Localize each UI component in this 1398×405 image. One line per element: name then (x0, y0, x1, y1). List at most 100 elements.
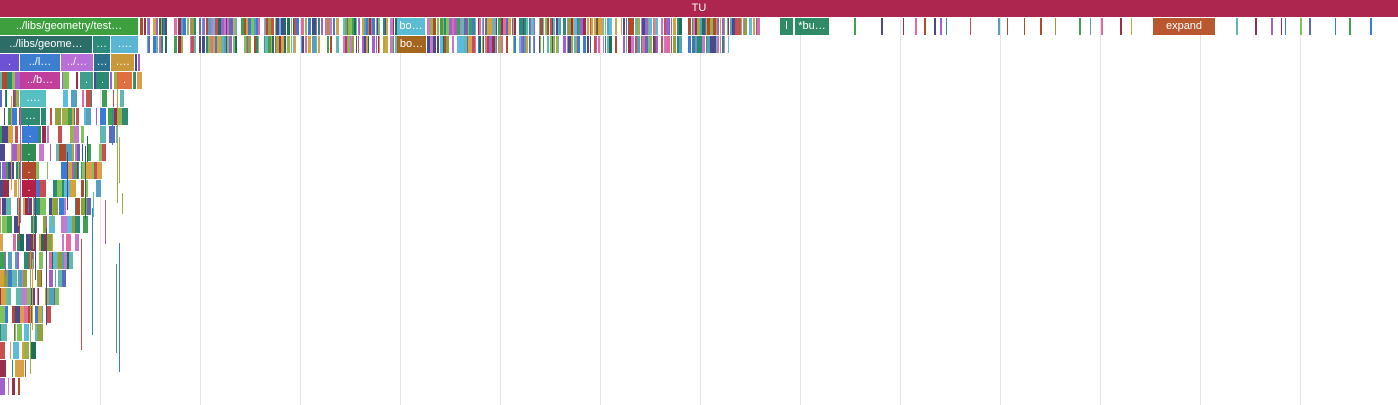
frame-sliver[interactable] (67, 162, 72, 179)
frame-sliver[interactable] (12, 306, 15, 323)
frame-sliver[interactable] (258, 36, 259, 53)
frame-sliver[interactable] (3, 180, 9, 197)
frame-sliver[interactable] (649, 36, 652, 53)
frame-sliver[interactable] (449, 18, 452, 35)
frame-sliver[interactable] (162, 18, 163, 35)
frame-sliver[interactable] (637, 18, 640, 35)
frame-sliver[interactable] (1236, 18, 1238, 35)
frame-sliver[interactable] (475, 18, 476, 35)
frame-sliver[interactable] (1335, 18, 1336, 35)
frame-sliver[interactable] (16, 288, 22, 305)
frame-sliver[interactable] (485, 18, 487, 35)
frame-sliver[interactable] (343, 36, 345, 53)
frame-sliver[interactable] (727, 18, 728, 35)
frame-sliver[interactable] (58, 252, 62, 269)
frame-sliver[interactable] (524, 36, 526, 53)
frame-sliver[interactable] (713, 36, 716, 53)
frame-sliver[interactable] (637, 36, 640, 53)
frame-sliver[interactable] (587, 18, 589, 35)
frame-sliver[interactable] (543, 36, 544, 53)
frame-sliver[interactable] (81, 239, 82, 350)
frame-sliver[interactable] (244, 36, 246, 53)
frame-bu[interactable]: *bu… (795, 18, 829, 35)
frame-sliver[interactable] (271, 18, 272, 35)
frame-sliver[interactable] (33, 150, 34, 249)
frame-sliver[interactable] (52, 252, 53, 269)
frame-sliver[interactable] (366, 18, 368, 35)
frame-sliver[interactable] (31, 342, 36, 359)
frame-sliver[interactable] (56, 144, 59, 161)
frame-sliver[interactable] (492, 36, 495, 53)
frame-deep-dot-3[interactable]: . (22, 162, 36, 179)
frame-sliver[interactable] (199, 36, 201, 53)
frame-sliver[interactable] (1101, 18, 1103, 35)
frame-sliver[interactable] (61, 216, 67, 233)
frame-sliver[interactable] (358, 36, 359, 53)
frame-sliver[interactable] (68, 108, 72, 125)
frame-sliver[interactable] (521, 18, 523, 35)
frame-sliver[interactable] (427, 18, 430, 35)
frame-sliver[interactable] (215, 36, 217, 53)
frame-sliver[interactable] (1079, 18, 1081, 35)
frame-sliver[interactable] (52, 234, 53, 251)
frame-sliver[interactable] (134, 72, 136, 89)
frame-sliver[interactable] (265, 18, 266, 35)
frame-sliver[interactable] (18, 378, 20, 395)
frame-sliver[interactable] (181, 18, 183, 35)
frame-sliver[interactable] (119, 137, 120, 183)
frame-sliver[interactable] (0, 360, 6, 377)
frame-sliver[interactable] (0, 72, 2, 89)
frame-sliver[interactable] (590, 18, 591, 35)
frame-sliver[interactable] (559, 18, 561, 35)
frame-sliver[interactable] (563, 36, 566, 53)
frame-sliver[interactable] (86, 162, 92, 179)
frame-sliver[interactable] (693, 18, 695, 35)
frame-sliver[interactable] (47, 162, 48, 179)
frame-sliver[interactable] (140, 18, 143, 35)
frame-sliver[interactable] (308, 36, 311, 53)
frame-sliver[interactable] (753, 18, 755, 35)
frame-sliver[interactable] (16, 90, 19, 107)
frame-sliver[interactable] (153, 36, 156, 53)
frame-sliver[interactable] (571, 18, 573, 35)
frame-sliver[interactable] (67, 252, 69, 269)
frame-sliver[interactable] (206, 18, 208, 35)
frame-sliver[interactable] (716, 36, 717, 53)
frame-sliver[interactable] (224, 36, 226, 53)
frame-sliver[interactable] (12, 72, 14, 89)
frame-sliver[interactable] (568, 18, 571, 35)
frame-sliver[interactable] (390, 18, 393, 35)
frame-sliver[interactable] (206, 36, 208, 53)
frame-sliver[interactable] (722, 18, 724, 35)
frame-sliver[interactable] (75, 198, 76, 215)
frame-sliver[interactable] (0, 90, 2, 107)
frame-sliver[interactable] (605, 36, 606, 53)
frame-sliver[interactable] (52, 198, 58, 215)
frame-sliver[interactable] (264, 36, 265, 53)
frame-sliver[interactable] (64, 198, 66, 215)
frame-sliver[interactable] (390, 36, 393, 53)
frame-sliver[interactable] (653, 36, 655, 53)
frame-sliver[interactable] (688, 18, 691, 35)
frame-sliver[interactable] (31, 198, 32, 215)
frame-sliver[interactable] (378, 18, 379, 35)
frame-sliver[interactable] (20, 306, 24, 323)
frame-sliver[interactable] (503, 18, 506, 35)
frame-sliver[interactable] (38, 180, 40, 197)
frame-sliver[interactable] (159, 18, 161, 35)
frame-sliver[interactable] (482, 18, 483, 35)
frame-sliver[interactable] (122, 108, 128, 125)
frame-sliver[interactable] (364, 36, 366, 53)
frame-sliver[interactable] (350, 18, 352, 35)
frame-sliver[interactable] (84, 162, 85, 179)
frame-sliver[interactable] (55, 288, 59, 305)
frame-sliver[interactable] (23, 198, 25, 215)
frame-sliver[interactable] (946, 18, 947, 35)
frame-sliver[interactable] (443, 18, 444, 35)
frame-sliver[interactable] (208, 18, 211, 35)
frame-sliver[interactable] (924, 18, 926, 35)
frame-sliver[interactable] (12, 108, 17, 125)
frame-sliver[interactable] (706, 18, 707, 35)
frame-sliver[interactable] (296, 18, 299, 35)
frame-sliver[interactable] (114, 72, 119, 89)
